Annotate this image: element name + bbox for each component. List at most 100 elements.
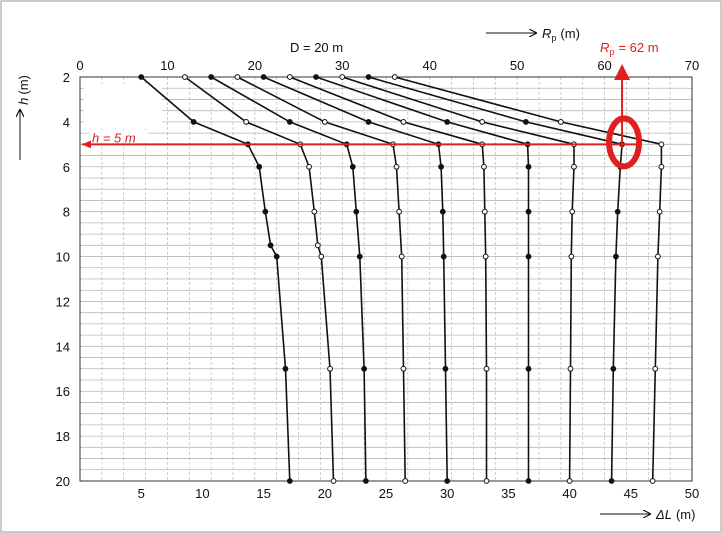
bottom-tick-label: 5 — [138, 486, 145, 501]
series-point — [482, 253, 489, 260]
plot-frame — [79, 76, 693, 482]
svg-text:ΔL(m): ΔL (m) — [655, 507, 695, 522]
series-point — [208, 74, 215, 80]
series-point — [273, 253, 280, 260]
svg-text:Rp(m): Rp (m) — [542, 26, 580, 43]
series-point — [318, 253, 325, 260]
series-point — [569, 208, 576, 215]
bottom-tick-label: 10 — [195, 486, 209, 501]
series-point — [330, 478, 337, 484]
series-point — [649, 478, 656, 484]
series-line-25 — [263, 76, 448, 482]
series-point — [262, 208, 269, 215]
series-group — [138, 74, 665, 484]
series-line-15 — [210, 76, 367, 482]
series-point — [608, 478, 615, 484]
grid — [79, 76, 693, 482]
series-point — [483, 478, 490, 484]
series-point — [182, 74, 188, 80]
series-point — [656, 208, 663, 215]
series-point — [614, 208, 621, 215]
series-line-35 — [315, 76, 530, 481]
series-point — [479, 118, 486, 125]
series-line-50 — [394, 76, 663, 482]
series-point — [438, 163, 444, 170]
series-point — [522, 118, 529, 125]
series-point — [568, 253, 575, 260]
series-point — [525, 253, 532, 260]
series-point — [566, 478, 573, 484]
series-point — [483, 365, 490, 372]
series-point — [610, 365, 617, 372]
series-point — [391, 74, 398, 80]
y-tick-label: 4 — [63, 115, 70, 130]
series-point — [525, 478, 532, 484]
y-axis-title: h(m) — [16, 75, 31, 160]
series-point — [260, 74, 267, 80]
bottom-tick-label: 15 — [256, 486, 270, 501]
series-line-45 — [368, 76, 623, 482]
series-point — [525, 163, 532, 170]
series-point — [361, 365, 368, 372]
series-point — [400, 365, 407, 372]
series-point — [286, 74, 293, 80]
series-point — [444, 118, 451, 125]
series-point — [400, 118, 407, 125]
series-point — [353, 208, 360, 215]
bottom-axis-title: ΔL (m) — [600, 507, 695, 522]
annotation-group: h = 5 m Rp = 62 m — [82, 40, 659, 170]
top-tick-label: 50 — [510, 58, 524, 73]
bottom-tick-label: 20 — [318, 486, 332, 501]
series-point — [398, 253, 405, 260]
bottom-tick-label: 50 — [685, 486, 699, 501]
series-point — [306, 163, 312, 170]
rp-annotation-label: Rp = 62 m — [600, 40, 659, 57]
top-tick-label: 20 — [248, 58, 262, 73]
series-point — [267, 242, 274, 249]
y-tick-label: 6 — [63, 160, 70, 175]
top-tick-label: 40 — [422, 58, 436, 73]
series-point — [286, 478, 293, 484]
series-point — [327, 365, 333, 372]
series-point — [365, 74, 372, 80]
series-point — [525, 208, 532, 215]
series-point — [481, 208, 488, 215]
y-tick-label: 10 — [56, 250, 70, 265]
tick-labels: 0 10 20 30 40 50 60 70 5 10 15 20 25 30 35 40 45 50 2 4 6 8 10… — [56, 58, 700, 501]
series-point — [313, 74, 319, 80]
series-point — [402, 478, 409, 484]
series-point — [525, 365, 532, 372]
series-point — [481, 163, 487, 170]
series-line-20 — [237, 76, 406, 482]
series-point — [234, 74, 241, 80]
series-point — [282, 365, 289, 372]
series-point — [439, 208, 446, 215]
h-annotation-arrowhead — [82, 140, 91, 149]
series-point — [311, 208, 318, 215]
bottom-tick-label: 35 — [501, 486, 515, 501]
series-line-40 — [342, 76, 575, 482]
series-point — [571, 163, 577, 170]
bottom-tick-label: 40 — [562, 486, 576, 501]
top-tick-label: 60 — [597, 58, 611, 73]
series-point — [339, 74, 346, 80]
y-tick-label: 16 — [56, 384, 70, 399]
series-point — [444, 478, 451, 484]
series-point — [652, 365, 659, 372]
series-point — [440, 253, 447, 260]
intersection-highlight-circle — [606, 115, 643, 170]
series-point — [321, 118, 328, 125]
series-point — [243, 118, 250, 125]
series-point — [314, 242, 321, 249]
bottom-tick-label: 30 — [440, 486, 454, 501]
svg-text:h(m): h(m) — [16, 75, 31, 105]
series-point — [256, 163, 263, 170]
top-tick-label: 10 — [160, 58, 174, 73]
y-tick-label: 2 — [63, 70, 70, 85]
bottom-tick-label: 25 — [379, 486, 393, 501]
y-tick-label: 18 — [56, 429, 70, 444]
series-point — [365, 118, 372, 125]
series-point — [655, 253, 661, 260]
